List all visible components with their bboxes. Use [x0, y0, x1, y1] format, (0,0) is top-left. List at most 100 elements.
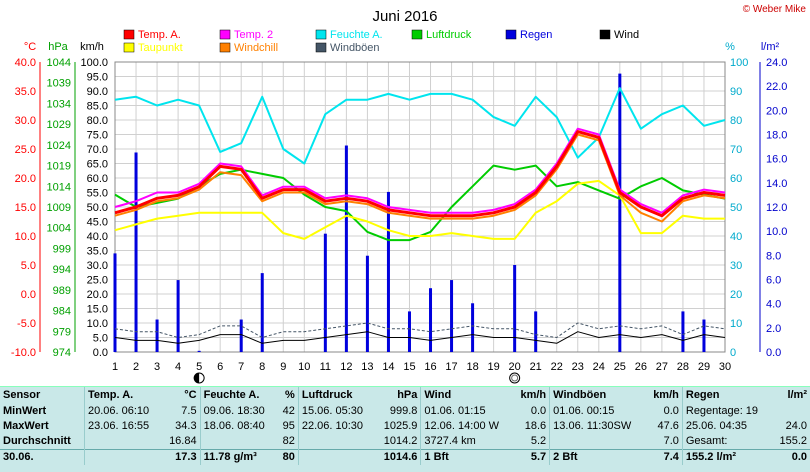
x-tick-label: 24	[593, 361, 605, 373]
temp-tick-label: 15.0	[15, 202, 36, 214]
rain-tick-label: 4.0	[766, 299, 781, 311]
table-cell: 3727.4 km	[420, 434, 514, 450]
rain-tick-label: 22.0	[766, 81, 787, 93]
kmh-tick-label: 80.0	[87, 115, 108, 127]
table-header-cell: l/m²	[787, 389, 807, 401]
rain-tick-label: 2.0	[766, 323, 781, 335]
table-cell: MinWert	[3, 405, 47, 417]
legend-swatch	[123, 42, 135, 53]
hpa-tick-label: 979	[53, 326, 71, 338]
rain-bar	[155, 319, 159, 352]
temp-unit-label: °C	[24, 41, 36, 53]
table-cell: 7.0	[663, 435, 679, 447]
table-cell: 18.6	[524, 420, 547, 432]
rain-bar	[260, 273, 264, 352]
x-tick-label: 5	[196, 361, 202, 373]
kmh-tick-label: 15.0	[87, 304, 108, 316]
table-cell: Durchschnitt	[3, 435, 71, 447]
table-cell: 5.7	[513, 449, 550, 465]
x-tick-label: 1	[112, 361, 118, 373]
legend-swatch	[123, 29, 135, 40]
hpa-tick-label: 1009	[47, 202, 71, 214]
table-header-cell: Sensor	[3, 389, 41, 401]
kmh-tick-label: 40.0	[87, 231, 108, 243]
rain-tick-label: 24.0	[766, 57, 787, 69]
x-tick-label: 18	[466, 361, 478, 373]
kmh-unit-label: km/h	[80, 41, 104, 53]
rain-tick-label: 10.0	[766, 226, 787, 238]
table-cell	[297, 434, 376, 450]
temp-tick-label: 20.0	[15, 173, 36, 185]
table-cell: 17.3	[161, 449, 201, 465]
kmh-tick-label: 55.0	[87, 188, 108, 200]
hpa-tick-label: 1024	[47, 140, 71, 152]
weather-chart: 40.035.030.025.020.015.010.05.00.0-5.0-1…	[11, 4, 807, 384]
table-cell: 09.06. 18:30	[199, 404, 278, 419]
chart-legend: Temp. A. Temp. 2 Feuchte A. Luftdruck Regen W…	[123, 29, 639, 54]
x-tick-label: 15	[403, 361, 415, 373]
table-cell: 1025.9	[383, 420, 418, 432]
table-cell: 24.0	[785, 420, 807, 432]
table-cell: 22.06. 10:30	[297, 419, 376, 434]
rain-tick-label: 18.0	[766, 130, 787, 142]
table-header-cell: km/h	[520, 389, 547, 401]
x-tick-label: 27	[656, 361, 668, 373]
rain-tick-label: 12.0	[766, 202, 787, 214]
rain-bar	[534, 311, 538, 352]
rain-tick-label: 0.0	[766, 347, 781, 359]
table-cell	[549, 434, 646, 450]
temp-tick-label: 25.0	[15, 144, 36, 156]
table-cell: 155.2	[779, 435, 807, 447]
kmh-tick-label: 85.0	[87, 101, 108, 113]
x-tick-label: 6	[217, 361, 223, 373]
hpa-tick-label: 984	[53, 306, 71, 318]
rain-unit-label: l/m²	[761, 41, 780, 53]
rain-tick-label: 20.0	[766, 105, 787, 117]
rain-bar	[429, 288, 433, 352]
table-cell: 95	[282, 420, 295, 432]
x-tick-label: 29	[698, 361, 710, 373]
kmh-tick-label: 70.0	[87, 144, 108, 156]
temp-tick-label: 10.0	[15, 231, 36, 243]
temp-tick-label: 30.0	[15, 115, 36, 127]
full-moon-inner	[511, 374, 519, 382]
table-header-cell: Feuchte A.	[199, 387, 278, 404]
series-line-windchill	[114, 133, 726, 223]
series-line-temp-a-	[114, 130, 726, 218]
x-tick-label: 17	[445, 361, 457, 373]
rain-tick-label: 14.0	[766, 178, 787, 190]
rain-bar	[365, 255, 369, 352]
table-cell: Gesamt:	[681, 434, 772, 450]
legend-swatch	[219, 42, 231, 53]
table-cell	[772, 404, 810, 419]
rain-bar	[344, 145, 348, 352]
table-cell: 12.06. 14:00 W	[420, 419, 514, 434]
legend-label: Luftdruck	[426, 29, 472, 41]
x-tick-label: 25	[614, 361, 626, 373]
legend-label: Taupunkt	[138, 42, 183, 54]
legend-label: Temp. 2	[234, 29, 273, 41]
rain-bar	[323, 233, 327, 352]
x-tick-label: 22	[551, 361, 563, 373]
hpa-tick-label: 1034	[47, 98, 71, 110]
rain-bar	[513, 265, 517, 352]
hpa-tick-label: 1014	[47, 181, 71, 193]
x-tick-label: 23	[572, 361, 584, 373]
pct-tick-label: 20	[730, 289, 742, 301]
kmh-tick-label: 90.0	[87, 86, 108, 98]
table-cell	[199, 434, 278, 450]
pct-tick-label: 100	[730, 57, 748, 69]
table-cell: 5.2	[530, 435, 547, 447]
x-tick-label: 30	[719, 361, 731, 373]
rain-tick-label: 6.0	[766, 275, 781, 287]
copyright-text: © Weber Mike	[743, 4, 807, 15]
legend-label: Windböen	[330, 42, 380, 54]
kmh-tick-label: 5.0	[93, 333, 108, 345]
pct-tick-label: 0	[730, 347, 736, 359]
rain-bar	[113, 253, 117, 352]
x-tick-label: 8	[259, 361, 265, 373]
legend-swatch	[315, 29, 327, 40]
table-cell: 13.06. 11:30SW	[549, 419, 646, 434]
legend-swatch	[219, 29, 231, 40]
rain-bar	[386, 191, 390, 352]
